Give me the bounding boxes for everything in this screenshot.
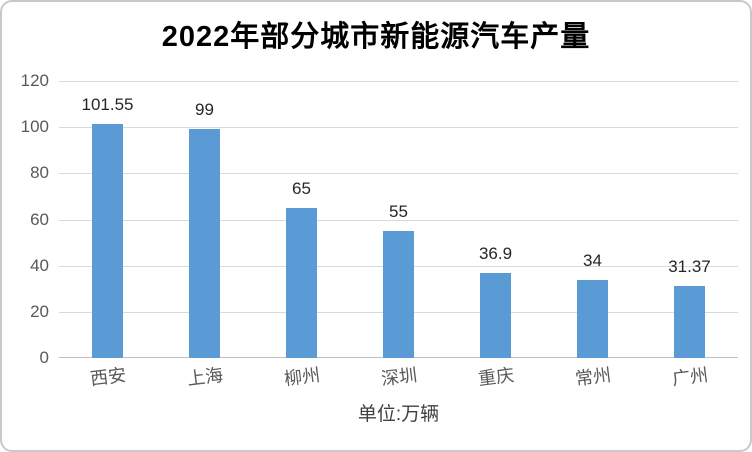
bar: [577, 279, 608, 358]
bar: [480, 272, 511, 358]
bar-column: 31.37: [641, 81, 738, 358]
chart-title: 2022年部分城市新能源汽车产量: [161, 21, 591, 53]
bar-column: 55: [350, 81, 447, 358]
x-category-label: 常州: [573, 364, 612, 390]
x-category-label: 柳州: [282, 364, 321, 390]
bar: [383, 231, 414, 358]
bar: [286, 207, 317, 358]
y-tick-label: 20: [30, 301, 49, 321]
plot-area: 101.55 99 65 55 36.9 34 31.37: [59, 81, 738, 358]
bar-column: 101.55: [59, 81, 156, 358]
y-tick-label: 120: [20, 71, 49, 90]
bar-value-label: 101.55: [81, 94, 134, 114]
y-tick-label: 100: [20, 117, 49, 137]
bar-slots: 101.55 99 65 55 36.9 34 31.37: [59, 81, 738, 358]
x-axis-title: 单位:万辆: [357, 404, 440, 425]
bar-value-label: 31.37: [668, 256, 711, 276]
bar-column: 99: [156, 81, 253, 358]
y-tick-label: 0: [39, 348, 49, 367]
gridline: [59, 81, 738, 82]
bar: [189, 129, 220, 358]
gridline: [59, 127, 738, 128]
y-axis: 0 20 40 60 80 100 120: [2, 72, 59, 367]
bar-value-label: 65: [292, 178, 311, 198]
bar-value-label: 34: [583, 250, 602, 270]
bar-column: 36.9: [447, 81, 544, 358]
y-tick-label: 80: [30, 163, 49, 183]
x-category-label: 深圳: [379, 364, 418, 390]
bar-value-label: 99: [195, 100, 214, 120]
plot-column: 101.55 99 65 55 36.9 34 31.37 西安 上海 柳州 深圳 重庆 常州 广州 单…: [59, 81, 738, 426]
bar-value-label: 36.9: [478, 243, 513, 263]
x-category-label: 重庆: [476, 364, 515, 390]
gridline: [59, 220, 738, 221]
y-tick-label: 60: [30, 209, 49, 229]
x-category-label: 上海: [185, 364, 224, 390]
x-axis-labels: 西安 上海 柳州 深圳 重庆 常州 广州: [59, 358, 738, 394]
bar-column: 34: [544, 81, 641, 358]
chart-body: 0 20 40 60 80 100 120 101.55 99 65 55 36.9 34 31.37 …: [2, 72, 750, 426]
bar-column: 65: [253, 81, 350, 358]
x-category-label: 西安: [88, 364, 127, 390]
bar-value-label: 55: [389, 202, 408, 222]
bar: [92, 123, 123, 358]
y-tick-label: 40: [30, 255, 49, 275]
gridline: [59, 173, 738, 174]
bar: [674, 285, 705, 358]
x-category-label: 广州: [670, 364, 709, 390]
